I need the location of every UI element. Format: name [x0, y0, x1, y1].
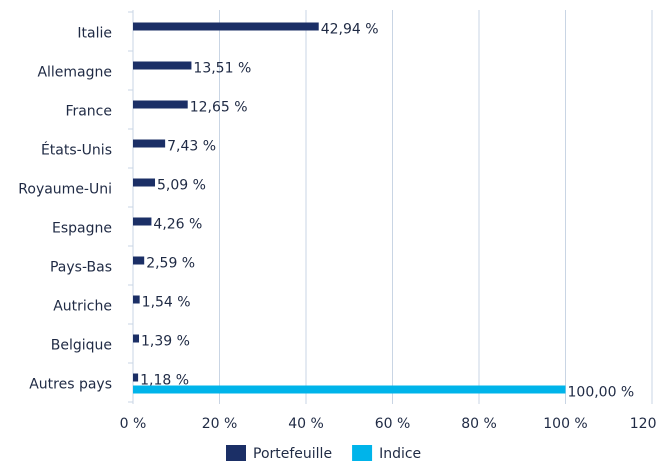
- y-tick-label: Italie: [77, 26, 112, 42]
- y-tick-label: Espagne: [52, 221, 112, 237]
- bar: [133, 256, 145, 265]
- x-tick-label: 0 %: [120, 416, 147, 432]
- bar: [133, 178, 156, 187]
- data-label: 4,26 %: [153, 217, 202, 233]
- data-label: 13,51 %: [193, 61, 251, 77]
- x-tick-label: 60 %: [375, 416, 411, 432]
- bar: [133, 217, 152, 226]
- legend-label: Portefeuille: [253, 446, 332, 462]
- y-tick-label: Autres pays: [29, 377, 112, 393]
- data-label: 42,94 %: [321, 22, 379, 38]
- bar: [133, 100, 188, 109]
- bar: [133, 373, 139, 382]
- bar: [133, 139, 166, 148]
- bar: [133, 334, 140, 343]
- legend-label: Indice: [379, 446, 421, 462]
- x-tick-label: 120 %: [630, 416, 659, 432]
- y-tick-label: Pays-Bas: [50, 260, 112, 276]
- data-label: 5,09 %: [157, 178, 206, 194]
- data-label: 1,18 %: [140, 373, 189, 389]
- x-tick-label: 20 %: [202, 416, 238, 432]
- x-tick-label: 100 %: [543, 416, 587, 432]
- bar: [133, 22, 319, 31]
- data-label: 1,39 %: [141, 334, 190, 350]
- x-tick-label: 40 %: [288, 416, 324, 432]
- y-tick-label: France: [65, 104, 112, 120]
- y-tick-label: Royaume-Uni: [18, 182, 112, 198]
- data-label: 2,59 %: [146, 256, 195, 272]
- data-label: 7,43 %: [167, 139, 216, 155]
- data-label: 12,65 %: [190, 100, 248, 116]
- y-tick-label: États-Unis: [41, 142, 112, 159]
- bar: [133, 295, 140, 304]
- y-tick-label: Autriche: [53, 299, 112, 315]
- data-label: 100,00 %: [568, 385, 635, 401]
- bar: [133, 385, 566, 394]
- data-label: 1,54 %: [142, 295, 191, 311]
- bar: [133, 61, 192, 70]
- y-tick-label: Belgique: [51, 338, 112, 354]
- x-tick-label: 80 %: [461, 416, 497, 432]
- legend-swatch: [352, 445, 373, 461]
- y-tick-label: Allemagne: [37, 65, 112, 81]
- legend-swatch: [226, 445, 246, 461]
